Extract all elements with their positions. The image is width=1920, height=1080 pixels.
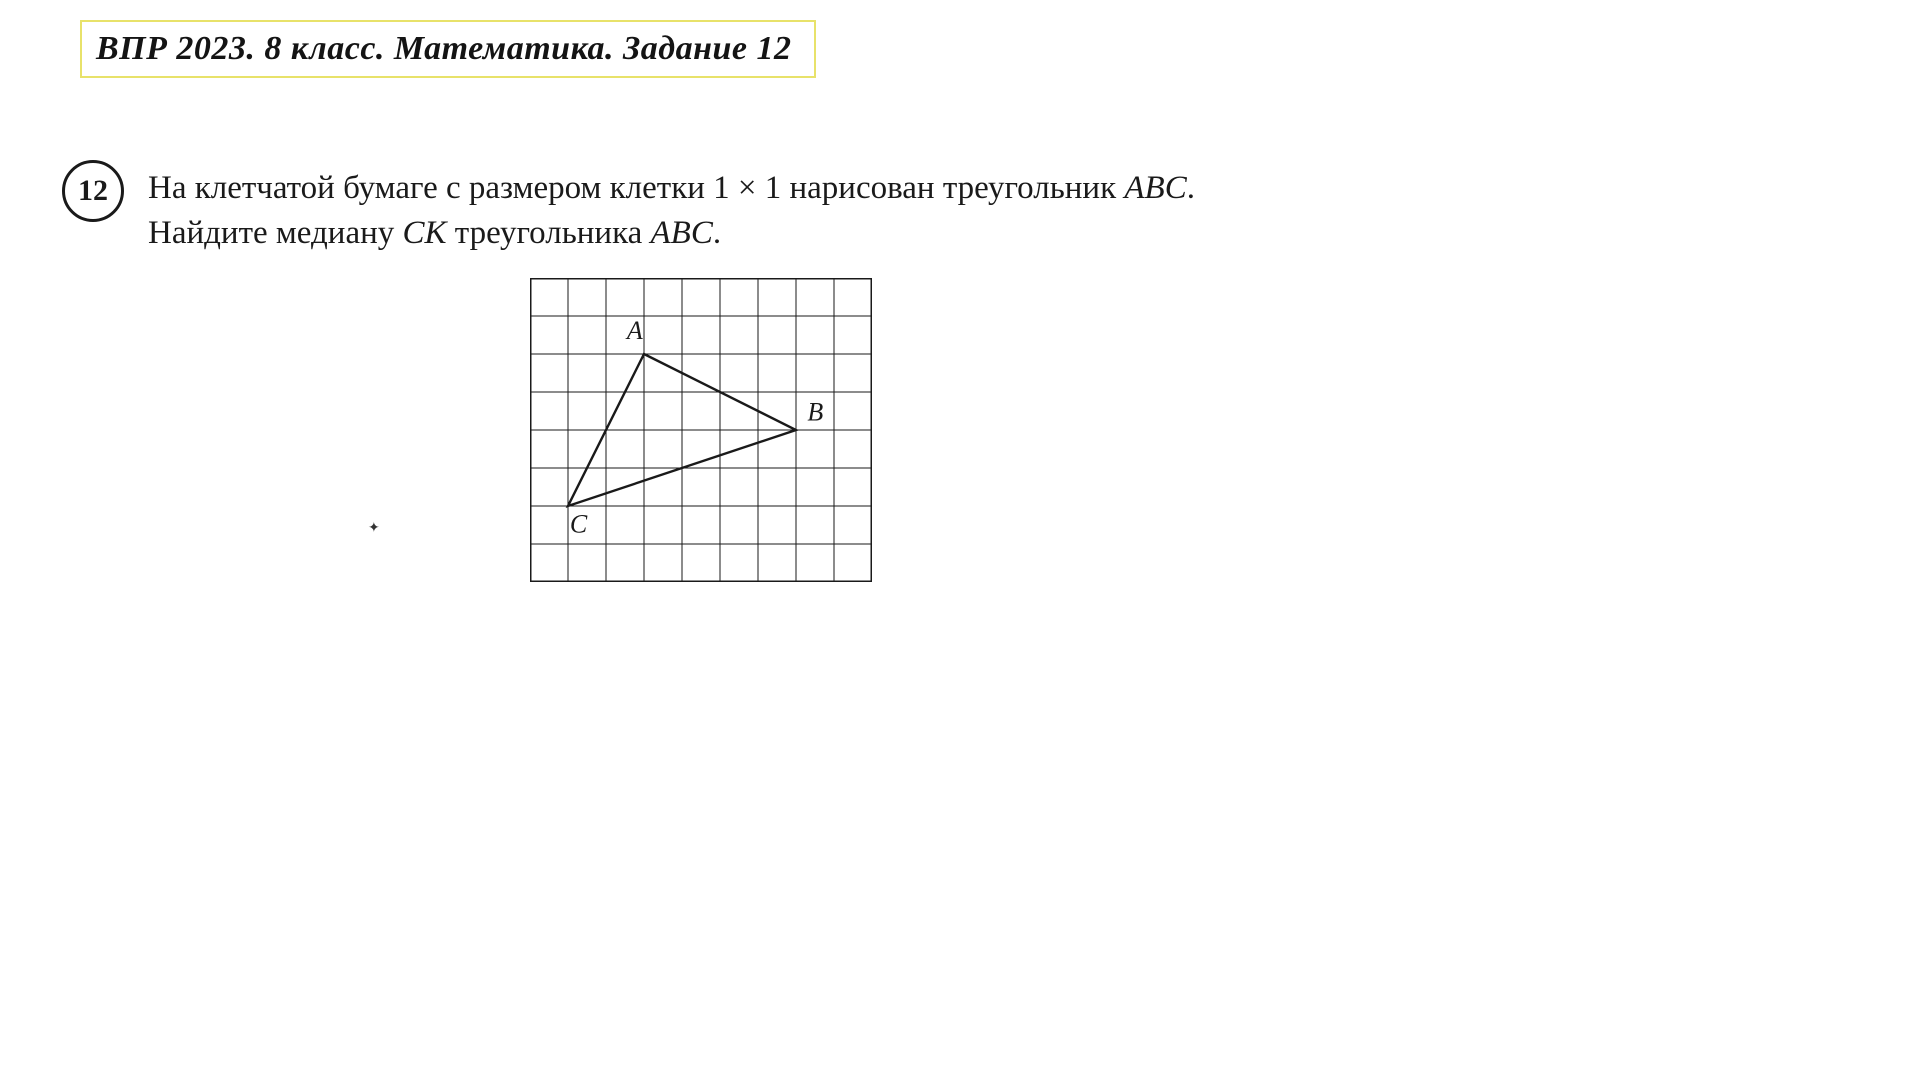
task-number-badge: 12 [62, 160, 124, 222]
task-line1-suffix: . [1187, 170, 1195, 206]
geometry-diagram: A B C [530, 278, 872, 582]
task-line2-prefix: Найдите медиану [148, 215, 403, 251]
task-line1-ital: ABC [1124, 170, 1186, 206]
vertex-label-c: C [570, 510, 588, 539]
task-line2-ital1: CK [403, 215, 447, 251]
task-line1-prefix: На клетчатой бумаге с размером клетки 1 … [148, 170, 1124, 206]
task-line2-mid: треугольника [447, 215, 651, 251]
task-text: На клетчатой бумаге с размером клетки 1 … [148, 166, 1840, 255]
vertex-label-a: A [625, 316, 643, 345]
task-line2-ital2: ABC [651, 215, 713, 251]
cursor-glyph: ✦ [368, 520, 380, 537]
vertex-label-b: B [807, 398, 823, 427]
task-line2-suffix: . [713, 215, 721, 251]
page: ВПР 2023. 8 класс. Математика. Задание 1… [0, 0, 1920, 1080]
page-title: ВПР 2023. 8 класс. Математика. Задание 1… [80, 20, 816, 78]
